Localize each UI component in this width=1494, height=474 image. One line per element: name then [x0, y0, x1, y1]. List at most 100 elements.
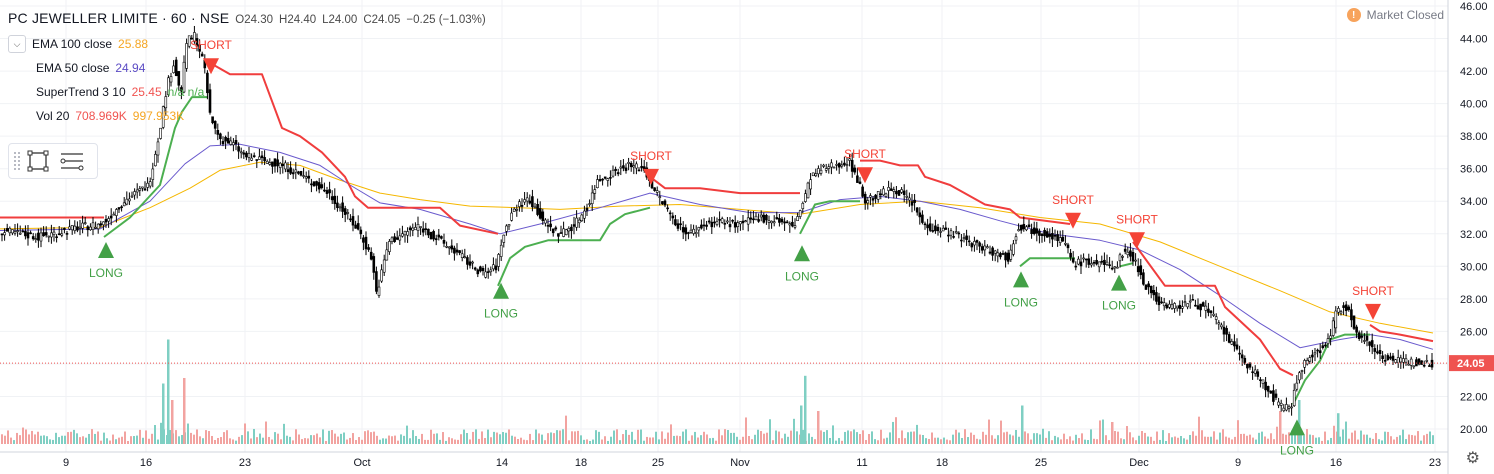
candle-body [284, 162, 287, 170]
volume-bar [1324, 431, 1326, 444]
volume-bar [400, 434, 402, 444]
candle-body [333, 195, 337, 205]
indicator-ema100[interactable]: ⌵ EMA 100 close 25.88 [8, 32, 486, 56]
volume-bar [1165, 440, 1167, 444]
long-signal-arrow[interactable] [794, 245, 810, 262]
long-signal-arrow[interactable] [1111, 274, 1127, 291]
candle-body [598, 179, 602, 182]
volume-bar [4, 435, 6, 444]
candle-body [1313, 352, 1317, 355]
volume-bar [262, 437, 264, 444]
chevron-down-icon[interactable]: ⌵ [8, 35, 26, 53]
symbol-title[interactable]: PC JEWELLER LIMITE · 60 · NSE [8, 10, 230, 26]
candle-body [1238, 352, 1241, 355]
short-signal-arrow[interactable] [857, 167, 873, 184]
candle-body [260, 155, 264, 158]
indicator-value: 25.88 [118, 37, 149, 51]
candle-body [791, 221, 794, 227]
candle-body [432, 231, 435, 240]
volume-bar [1099, 420, 1101, 444]
volume-bar [1315, 437, 1317, 444]
volume-bar [1123, 439, 1125, 444]
rectangle-tool-icon[interactable] [21, 146, 55, 176]
candle-body [1113, 266, 1117, 269]
long-signal-arrow[interactable] [98, 242, 114, 259]
horizontal-lines-icon[interactable] [55, 146, 89, 176]
volume-bar [670, 424, 672, 444]
candle-body [1139, 265, 1143, 276]
long-signal-arrow[interactable] [493, 282, 509, 299]
short-signal-arrow[interactable] [203, 58, 219, 75]
y-tick-label: 20.00 [1460, 424, 1488, 436]
candle-body [1235, 344, 1239, 350]
long-signal-arrow[interactable] [1013, 271, 1029, 288]
gear-icon[interactable]: ⚙ [1465, 450, 1480, 467]
volume-bar [142, 437, 144, 444]
volume-bar [10, 437, 12, 444]
volume-bar [460, 434, 462, 444]
volume-bar [1090, 429, 1092, 444]
candle-body [1100, 260, 1104, 263]
candle-body [1162, 302, 1166, 307]
candle-body [1407, 363, 1410, 366]
candle-body [26, 232, 30, 239]
candle-body [354, 224, 357, 229]
candle-body [195, 38, 199, 47]
candle-body [1394, 359, 1397, 363]
candle-body [1342, 305, 1345, 308]
candle-body [91, 222, 95, 230]
indicator-volume[interactable]: Vol 20 708.969K 997.953K [8, 104, 486, 128]
candle-body [421, 228, 425, 233]
candle-body [440, 236, 443, 239]
volume-bar [577, 430, 579, 444]
volume-bar [655, 431, 657, 444]
volume-bar [766, 432, 768, 444]
volume-bar [613, 430, 615, 444]
candle-body [1144, 284, 1148, 290]
volume-bar [1294, 433, 1296, 444]
x-tick-label: 18 [575, 457, 587, 469]
candle-body [887, 187, 890, 191]
candle-body [1266, 386, 1270, 392]
candle-body [258, 156, 261, 160]
indicator-supertrend[interactable]: SuperTrend 3 10 25.45 n/a n/a [8, 80, 486, 104]
volume-bar [880, 429, 882, 444]
candle-body [286, 169, 290, 173]
short-signal-arrow[interactable] [643, 168, 659, 185]
candle-body [1318, 350, 1322, 354]
short-signal-arrow[interactable] [1365, 303, 1381, 320]
candle-body [1285, 404, 1288, 411]
candle-body [1256, 371, 1260, 377]
indicator-value: 24.94 [115, 61, 146, 75]
candle-body [713, 221, 716, 224]
long-signal-arrow[interactable] [1289, 419, 1305, 436]
y-tick-label: 40.00 [1460, 99, 1488, 111]
candle-body [520, 204, 524, 207]
candle-body [718, 219, 721, 221]
candle-body [583, 210, 586, 219]
volume-bar [559, 430, 561, 444]
candle-body [1064, 242, 1067, 245]
candle-body [437, 234, 441, 238]
volume-bar [67, 432, 69, 444]
volume-bar [1003, 432, 1005, 444]
short-signal-arrow[interactable] [1129, 232, 1145, 249]
candle-body [1199, 303, 1202, 311]
drag-handle[interactable] [13, 151, 21, 171]
candle-body [219, 133, 222, 140]
indicator-ema50[interactable]: EMA 50 close 24.94 [8, 56, 486, 80]
volume-bar [268, 436, 270, 444]
candle-body [585, 207, 589, 211]
candle-body [414, 227, 417, 231]
volume-bar [1240, 433, 1242, 444]
candle-body [239, 151, 243, 154]
volume-bar [421, 433, 423, 444]
candle-body [1045, 231, 1049, 238]
candle-body [710, 221, 714, 228]
volume-bar [877, 440, 879, 444]
candle-body [1409, 358, 1413, 366]
short-signal-arrow[interactable] [1065, 212, 1081, 229]
market-status[interactable]: ! Market Closed [1346, 8, 1444, 22]
candle-body [684, 227, 688, 235]
